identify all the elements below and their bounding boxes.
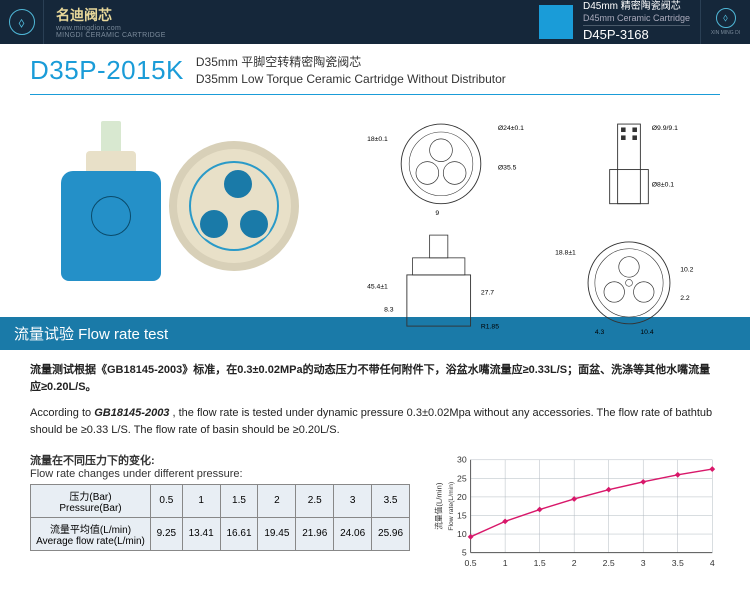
brand-block: 名迪阀芯 www.mingdion.com MINGDI CERAMIC CAR… — [44, 5, 178, 39]
logo-left: ⬨ — [0, 0, 44, 44]
svg-text:9: 9 — [435, 210, 439, 217]
svg-text:1: 1 — [503, 558, 508, 568]
table-row: 流量平均值(L/min)Average flow rate(L/min) 9.2… — [31, 517, 410, 550]
svg-text:0.5: 0.5 — [465, 558, 477, 568]
svg-text:5: 5 — [462, 547, 467, 557]
header-prod-model: D45P-3168 — [583, 25, 690, 44]
brand-cn: 名迪阀芯 — [56, 5, 166, 25]
cartridge-bottom-view — [169, 141, 299, 271]
cartridge-side-view — [61, 121, 161, 291]
svg-text:R1.85: R1.85 — [481, 324, 499, 331]
svg-text:10.2: 10.2 — [680, 267, 693, 274]
svg-text:Flow rate(L/min): Flow rate(L/min) — [448, 482, 455, 531]
diagram-top: Ø24±0.1 18±0.1 Ø35.5 9 — [350, 107, 532, 221]
brand-url: www.mingdion.com — [56, 25, 166, 32]
flow-chart: 5 10 15 20 25 30 0.5 1 1.5 2 2.5 3 3.5 4 流量值(L/min) Flo… — [430, 452, 720, 572]
svg-text:10: 10 — [457, 529, 467, 539]
svg-text:30: 30 — [457, 455, 467, 465]
diagram-stem: Ø9.9/9.1 Ø8±0.1 — [538, 107, 720, 221]
product-area: Ø24±0.1 18±0.1 Ø35.5 9 Ø9.9/9.1 Ø8±0.1 45.4±… — [0, 101, 750, 311]
svg-text:10.4: 10.4 — [640, 329, 653, 336]
svg-text:2.2: 2.2 — [680, 295, 690, 302]
top-header: ⬨ 名迪阀芯 www.mingdion.com MINGDI CERAMIC C… — [0, 0, 750, 44]
flow-table-block: 流量在不同压力下的变化:Flow rate changes under diff… — [30, 452, 410, 551]
diagram-side: 45.4±1 27.7 R1.85 8.3 — [350, 226, 532, 340]
desc-cn: D35mm 平脚空转精密陶瓷阀芯 — [196, 54, 506, 71]
diagram-bottom: 18.8±1 10.2 2.2 4.3 10.4 — [538, 226, 720, 340]
model-desc: D35mm 平脚空转精密陶瓷阀芯 D35mm Low Torque Cerami… — [196, 54, 506, 88]
svg-text:8.3: 8.3 — [384, 307, 394, 314]
svg-text:18.8±1: 18.8±1 — [555, 250, 576, 257]
svg-text:4: 4 — [710, 558, 715, 568]
svg-text:Ø9.9/9.1: Ø9.9/9.1 — [652, 124, 678, 131]
svg-text:3.5: 3.5 — [672, 558, 684, 568]
table-row: 压力(Bar)Pressure(Bar) 0.511.522.533.5 — [31, 484, 410, 517]
desc-en: D35mm Low Torque Ceramic Cartridge Witho… — [196, 71, 506, 88]
flow-description: 流量测试根据《GB18145-2003》标准，在0.3±0.02MPa的动态压力… — [0, 356, 750, 446]
brand-en: MINGDI CERAMIC CARTRIDGE — [56, 32, 166, 39]
table-title: 流量在不同压力下的变化:Flow rate changes under diff… — [30, 452, 410, 480]
svg-text:2: 2 — [572, 558, 577, 568]
header-product: D45mm 精密陶瓷阀芯 D45mm Ceramic Cartridge D45… — [583, 0, 700, 44]
svg-text:45.4±1: 45.4±1 — [367, 284, 388, 291]
flow-table: 压力(Bar)Pressure(Bar) 0.511.522.533.5 流量平… — [30, 484, 410, 551]
svg-text:25: 25 — [457, 473, 467, 483]
svg-text:20: 20 — [457, 492, 467, 502]
svg-text:Ø24±0.1: Ø24±0.1 — [498, 124, 524, 131]
svg-text:Ø35.5: Ø35.5 — [498, 164, 517, 171]
svg-text:1.5: 1.5 — [534, 558, 546, 568]
svg-text:15: 15 — [457, 510, 467, 520]
blue-square-icon — [539, 5, 573, 39]
svg-text:Ø8±0.1: Ø8±0.1 — [652, 181, 675, 188]
svg-text:18±0.1: 18±0.1 — [367, 136, 388, 143]
svg-text:27.7: 27.7 — [481, 290, 494, 297]
product-photo — [30, 101, 330, 311]
logo-right: ⬨ XIN MING DI — [700, 0, 750, 44]
title-row: D35P-2015K D35mm 平脚空转精密陶瓷阀芯 D35mm Low To… — [0, 44, 750, 94]
flow-header: 流量平均值(L/min)Average flow rate(L/min) — [31, 517, 151, 550]
technical-diagrams: Ø24±0.1 18±0.1 Ø35.5 9 Ø9.9/9.1 Ø8±0.1 45.4±… — [350, 101, 720, 311]
flow-en: According to GB18145-2003 , the flow rat… — [30, 405, 720, 440]
svg-text:4.3: 4.3 — [595, 329, 605, 336]
header-prod-en: D45mm Ceramic Cartridge — [583, 13, 690, 25]
svg-text:2.5: 2.5 — [603, 558, 615, 568]
divider — [30, 94, 720, 95]
svg-text:流量值(L/min): 流量值(L/min) — [434, 482, 444, 530]
data-row: 流量在不同压力下的变化:Flow rate changes under diff… — [0, 446, 750, 572]
pressure-header: 压力(Bar)Pressure(Bar) — [31, 484, 151, 517]
header-prod-cn: D45mm 精密陶瓷阀芯 — [583, 0, 690, 13]
model-number: D35P-2015K — [30, 55, 184, 86]
flow-cn: 流量测试根据《GB18145-2003》标准，在0.3±0.02MPa的动态压力… — [30, 362, 720, 397]
svg-text:3: 3 — [641, 558, 646, 568]
